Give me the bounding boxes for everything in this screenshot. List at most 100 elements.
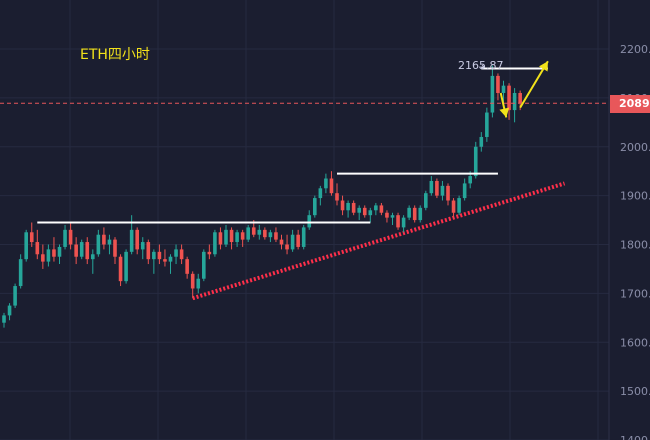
candle-body [35,242,40,255]
candle-body [507,85,511,111]
candle-body [251,227,256,235]
candle-body [418,207,423,221]
candle-body [496,75,500,93]
candle-body [379,205,384,213]
candle-body [29,232,34,243]
candle-body [163,259,167,262]
y-tick-label: 2200.00 [620,43,650,56]
candle-body [396,215,400,228]
y-tick-label: 1700.00 [620,287,650,300]
candle-body [357,207,361,213]
candle-body [435,180,439,196]
candle-body [57,246,62,257]
candle-body [462,183,467,199]
y-tick-label: 2000.00 [620,141,650,154]
candle-body [96,234,101,255]
candle-body [257,229,262,235]
candle-body [68,229,73,245]
candle-body [274,232,278,240]
candle-body [501,85,506,93]
candle-body [518,92,522,104]
candle-body [146,242,151,260]
y-tick-label: 1500.00 [620,385,650,398]
y-tick-label: 1400.00 [620,434,650,440]
candle-body [263,229,267,238]
y-tick-label: 1900.00 [620,190,650,203]
candle-body [118,256,123,282]
candle-body [390,215,395,218]
candle-body [107,239,112,245]
candle-body [457,198,461,213]
candle-body [7,305,12,316]
candle-body [41,254,45,262]
candle-body [91,254,95,260]
candle-body [2,315,6,323]
candle-body [13,286,17,306]
candle-body [374,205,378,211]
candle-body [18,259,23,287]
candle-body [174,249,178,257]
candle-body [340,200,345,211]
candle-body [85,242,90,260]
candle-body [63,229,67,247]
candle-body [46,249,51,262]
candle-body [196,278,201,289]
candle-body [285,244,289,250]
candle-body [74,244,78,257]
candle-body [207,251,212,255]
candle-body [213,232,217,255]
candle-body [512,92,517,111]
candle-body [157,251,162,260]
candle-body [335,193,339,201]
y-tick-label: 1600.00 [620,336,650,349]
candle-body [318,188,323,199]
chart-annotation-title: ETH四小时 [80,47,150,63]
candle-body [301,227,306,247]
candle-body [424,193,428,208]
candle-body [135,229,139,250]
candle-body [246,227,250,240]
candle-body [296,234,300,247]
candle-body [202,251,206,279]
candle-body [24,232,28,260]
candle-body [279,239,284,245]
candle-body [240,232,245,240]
candle-body [290,234,295,250]
candle-body [224,229,228,245]
candle-body [362,207,367,216]
candle-body [446,185,450,201]
peak-price-label: 2165.87 [458,59,504,72]
candle-body [102,234,106,245]
y-tick-label: 1800.00 [620,239,650,252]
candle-body [329,178,334,194]
candle-body [190,273,195,289]
candle-body [385,212,389,218]
candle-body [351,202,356,213]
candle-body [52,249,56,257]
current-price-badge: 2089. [610,95,650,113]
candle-body [407,207,411,218]
candle-body [429,180,434,194]
candle-body [324,178,328,189]
peak-marker-icon [479,64,485,70]
candle-body [235,232,239,243]
candle-body [179,249,184,260]
candle-body [412,207,417,221]
candle-body [268,232,273,238]
candle-body [440,185,445,196]
candle-body [401,217,406,228]
up-arrow-head-icon [538,61,548,72]
candle-body [368,210,373,216]
candle-body [168,256,173,262]
candle-body [124,251,128,282]
candle-body [79,242,84,257]
down-arrow-head-icon [499,107,510,118]
candle-body [490,75,495,113]
candle-body [479,136,484,147]
candle-body [451,200,456,213]
candle-body [485,112,489,137]
candle-body [468,176,472,184]
candle-body [313,198,317,216]
candle-body [113,239,117,257]
